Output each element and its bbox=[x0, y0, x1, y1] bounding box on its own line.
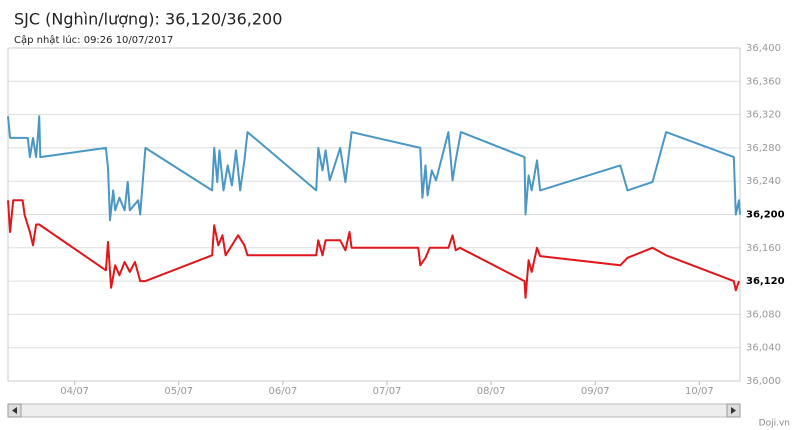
y-tick-label: 36,280 bbox=[746, 143, 781, 154]
chart-subtitle: Cập nhật lúc: 09:26 10/07/2017 bbox=[14, 34, 173, 46]
y-tick-label: 36,320 bbox=[746, 110, 781, 121]
y-tick-label: 36,400 bbox=[746, 43, 781, 54]
price-line bbox=[7, 115, 741, 222]
scroll-track[interactable] bbox=[7, 403, 741, 418]
arrow-left bbox=[12, 407, 17, 414]
chart-title: SJC (Nghìn/lượng): 36,120/36,200 bbox=[14, 10, 282, 29]
x-tick-label: 05/07 bbox=[164, 386, 193, 397]
x-tick-label: 06/07 bbox=[268, 386, 297, 397]
grid: 36,000 36,040 36,080 36,120 36,160 36,200 36,2… bbox=[8, 43, 785, 397]
scrollbar[interactable] bbox=[7, 403, 741, 418]
y-tick-label: 36,120 bbox=[746, 276, 785, 287]
source: Doji.vn bbox=[759, 419, 790, 429]
x-tick-label: 09/07 bbox=[581, 386, 610, 397]
arrow-right bbox=[731, 407, 736, 414]
y-tick-label: 36,200 bbox=[746, 210, 785, 221]
y-tick-label: 36,240 bbox=[746, 176, 781, 187]
x-tick-label: 10/07 bbox=[685, 386, 714, 397]
y-tick-label: 36,080 bbox=[746, 309, 781, 320]
y-tick-label: 36,040 bbox=[746, 343, 781, 354]
x-tick-label: 04/07 bbox=[60, 386, 89, 397]
y-tick-label: 36,160 bbox=[746, 243, 781, 254]
price-line bbox=[7, 199, 740, 299]
x-tick-label: 07/07 bbox=[373, 386, 402, 397]
y-tick-label: 36,000 bbox=[746, 376, 781, 387]
y-tick-label: 36,360 bbox=[746, 76, 781, 87]
x-tick-label: 08/07 bbox=[477, 386, 506, 397]
lines bbox=[7, 115, 741, 299]
